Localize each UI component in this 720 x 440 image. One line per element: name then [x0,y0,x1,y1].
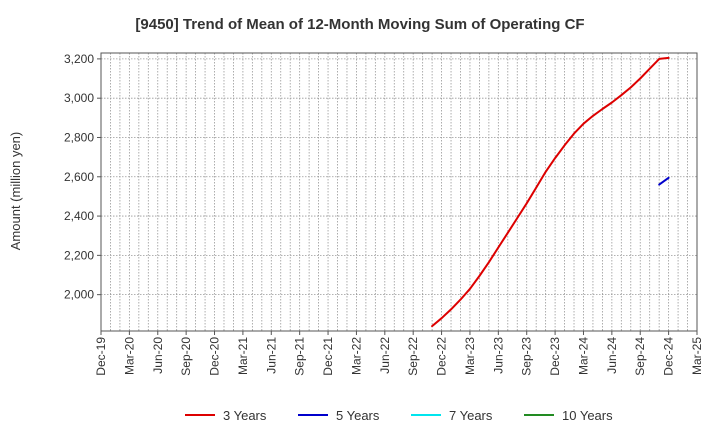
y-tick-label: 3,000 [64,91,94,105]
legend-label: 5 Years [336,408,380,423]
x-tick-label: Jun-22 [378,337,392,374]
x-tick-label: Mar-24 [576,337,590,375]
x-tick-label: Jun-24 [605,337,619,374]
y-tick-label: 2,000 [64,288,94,302]
legend-label: 7 Years [449,408,493,423]
x-tick-label: Dec-22 [435,337,449,376]
series-line [658,176,670,186]
x-tick-label: Dec-24 [662,337,676,376]
legend-label: 10 Years [562,408,613,423]
x-tick-label: Mar-23 [463,337,477,375]
x-tick-label: Mar-22 [349,337,363,375]
x-tick-label: Sep-20 [179,337,193,376]
x-tick-label: Jun-21 [264,337,278,374]
y-tick-label: 3,200 [64,52,94,66]
x-tick-label: Jun-20 [151,337,165,374]
series-layer [431,56,670,328]
chart-title: [9450] Trend of Mean of 12-Month Moving … [135,16,584,33]
y-tick-label: 2,600 [64,170,94,184]
plot-frame [100,52,698,332]
x-tick-label: Sep-22 [406,337,420,376]
x-tick-label: Mar-21 [236,337,250,375]
x-tick-label: Sep-23 [520,337,534,376]
legend: 3 Years 5 Years 7 Years 10 Years [185,408,613,423]
x-tick-label: Dec-19 [94,337,108,376]
y-tick-label: 2,200 [64,248,94,262]
x-tick-label: Dec-23 [548,337,562,376]
x-tick-label: Mar-25 [690,337,704,375]
x-tick-label: Dec-21 [321,337,335,376]
x-tick-label: Sep-21 [293,337,307,376]
x-tick-layer: Dec-19 Mar-20 Jun-20 Sep-20 Dec-20 Mar-21 Jun-… [94,331,704,376]
y-axis-label: Amount (million yen) [8,132,23,251]
x-tick-label: Dec-20 [208,337,222,376]
x-tick-label: Jun-23 [491,337,505,374]
series-line [431,56,670,328]
y-tick-label: 2,400 [64,209,94,223]
x-tick-label: Mar-20 [122,337,136,375]
legend-label: 3 Years [223,408,267,423]
y-tick-layer: 2,000 2,200 2,400 2,600 2,800 3,000 3,200 [64,52,101,302]
y-tick-label: 2,800 [64,130,94,144]
x-tick-label: Sep-24 [633,337,647,376]
grid-layer [101,53,697,331]
